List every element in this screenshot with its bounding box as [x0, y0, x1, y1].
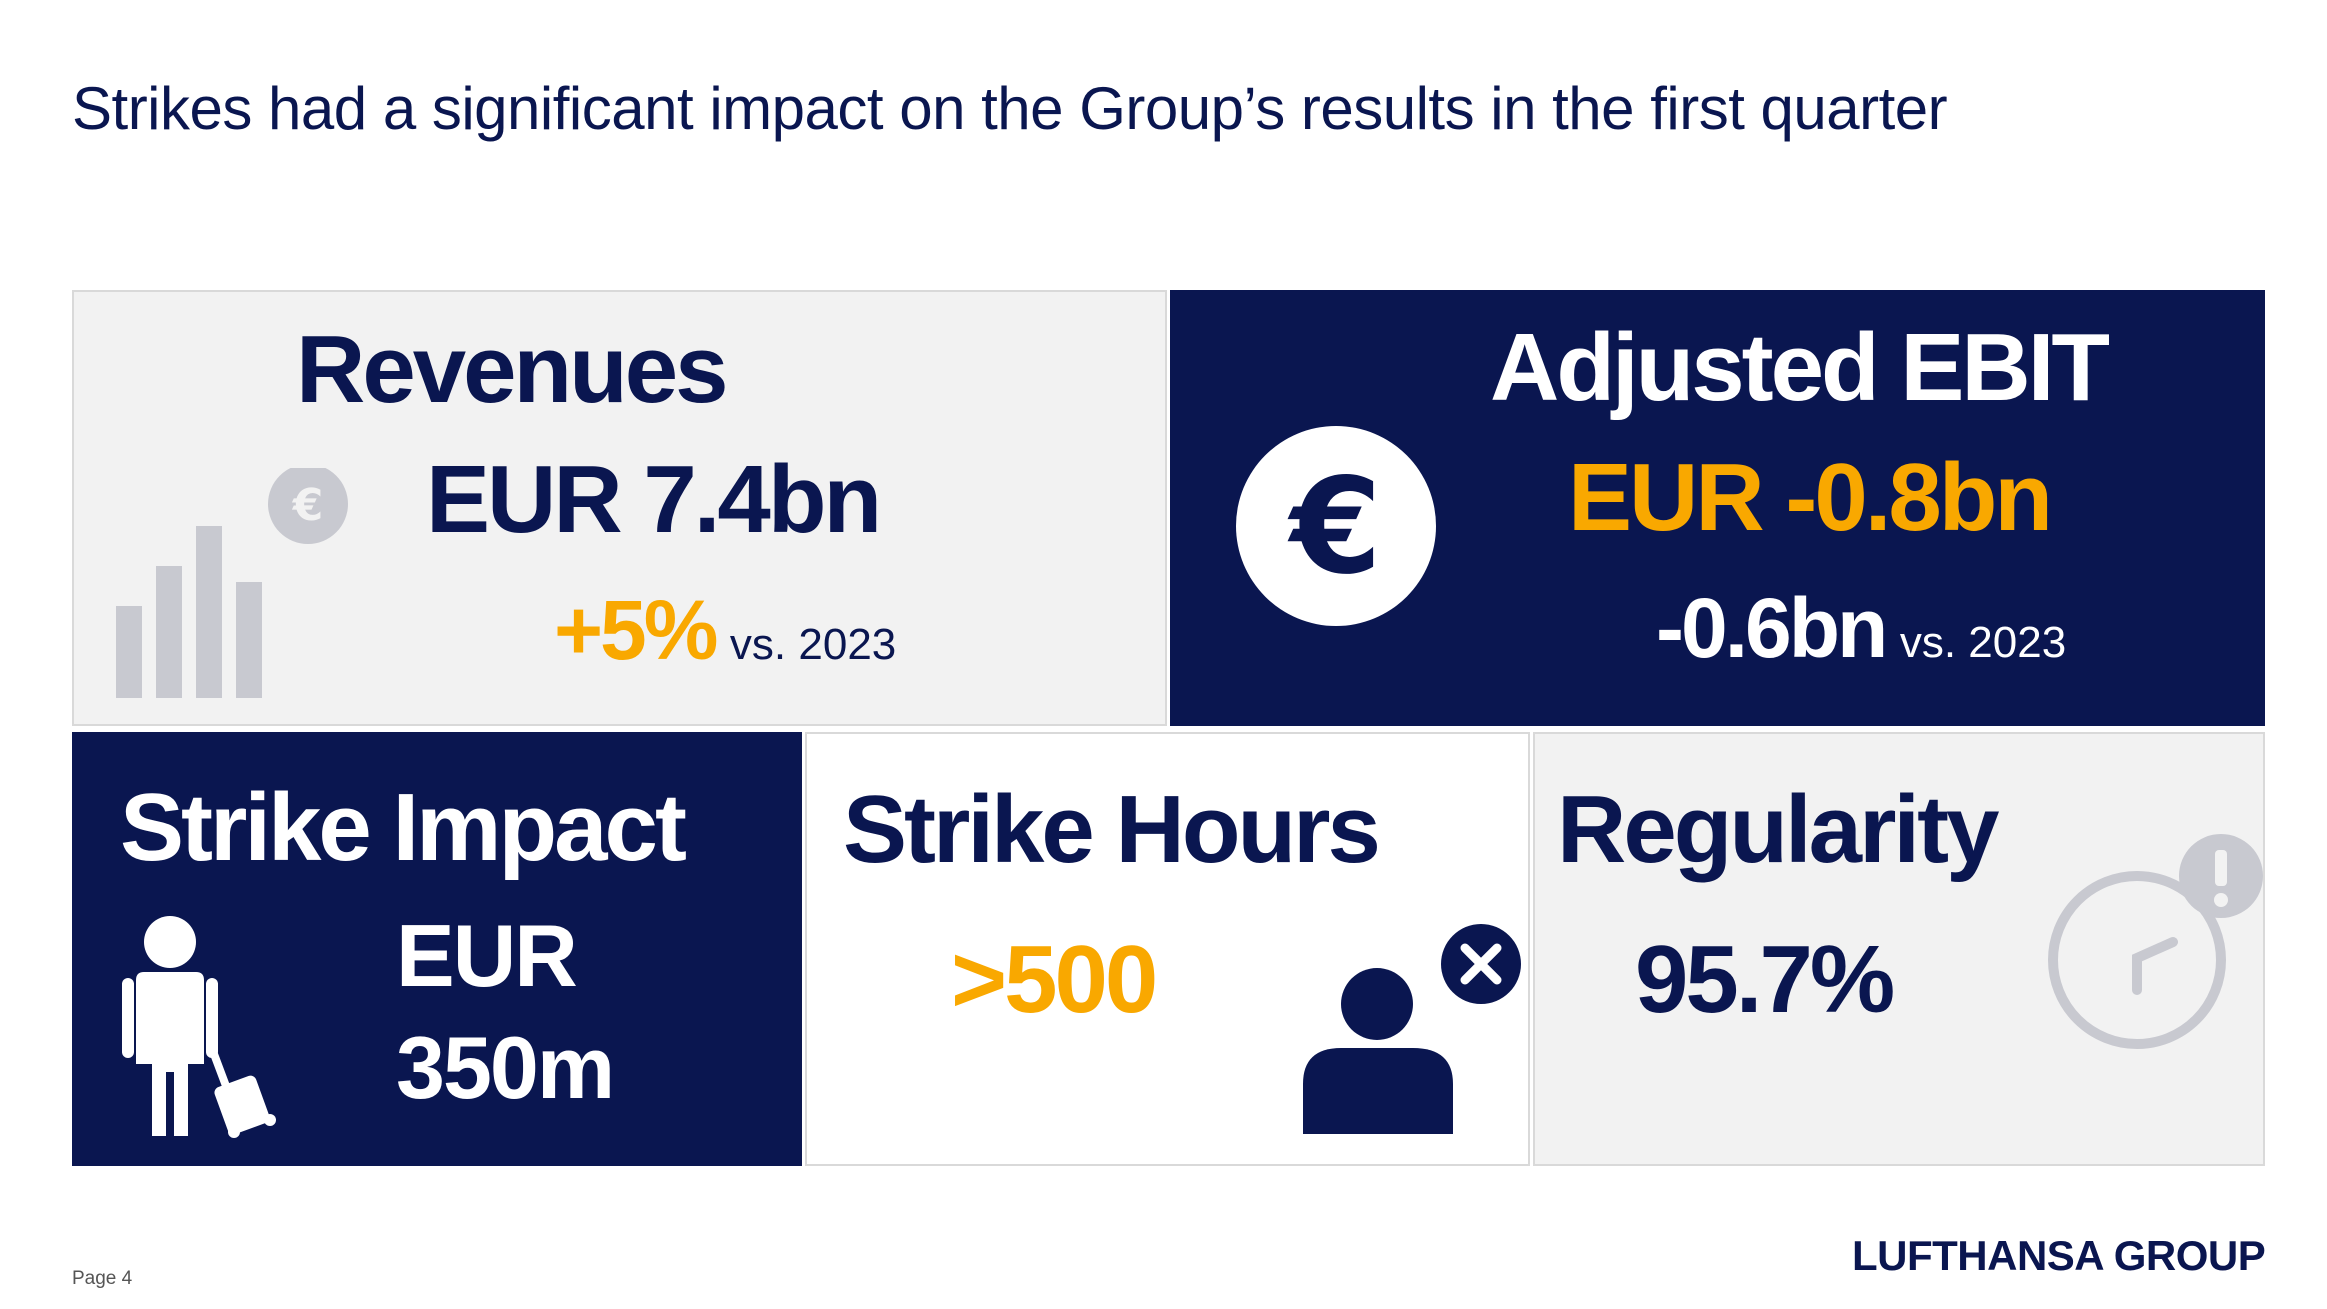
traveler-luggage-icon [122, 916, 276, 1138]
ebit-heading: Adjusted EBIT [1490, 314, 2110, 421]
regularity-tile: Regularity 95.7% [1533, 732, 2265, 1166]
ebit-change: -0.6bn [1656, 581, 1888, 675]
ebit-comparison: vs. 2023 [1899, 618, 2067, 667]
revenues-tile: Revenues EUR 7.4bn +5% vs. 2023 € [72, 290, 1167, 726]
regularity-heading: Regularity [1557, 776, 1999, 883]
revenues-heading: Revenues [296, 316, 729, 423]
strike-impact-value-line2: 350m [396, 1018, 615, 1117]
revenues-change-row: +5% vs. 2023 [554, 588, 896, 672]
strike-impact-value-line1: EUR [396, 906, 578, 1005]
strike-hours-tile: Strike Hours >500 [805, 732, 1530, 1166]
ebit-value: EUR -0.8bn [1568, 444, 2053, 551]
svg-text:€: € [292, 480, 324, 531]
ebit-change-row: -0.6bn vs. 2023 [1656, 586, 2066, 670]
clock-alert-icon [2048, 834, 2263, 1049]
revenues-comparison: vs. 2023 [729, 620, 897, 669]
svg-text:€: € [1287, 450, 1382, 604]
strike-hours-value: >500 [951, 926, 1158, 1033]
page-title: Strikes had a significant impact on the … [72, 75, 1948, 142]
euro-coin-icon: € [1236, 426, 1436, 626]
strike-impact-heading: Strike Impact [120, 774, 687, 881]
revenues-change: +5% [554, 583, 718, 677]
strike-impact-tile: Strike Impact EUR 350m [72, 732, 802, 1166]
person-cancel-icon [1303, 924, 1521, 1134]
company-logo: LUFTHANSA GROUP [1852, 1232, 2266, 1279]
regularity-value: 95.7% [1635, 926, 1895, 1033]
bar-chart-euro-icon: € [116, 468, 348, 698]
strike-hours-heading: Strike Hours [843, 776, 1381, 883]
ebit-tile: Adjusted EBIT EUR -0.8bn -0.6bn vs. 2023… [1170, 290, 2265, 726]
revenues-value: EUR 7.4bn [426, 446, 882, 553]
page-number: Page 4 [72, 1268, 133, 1289]
